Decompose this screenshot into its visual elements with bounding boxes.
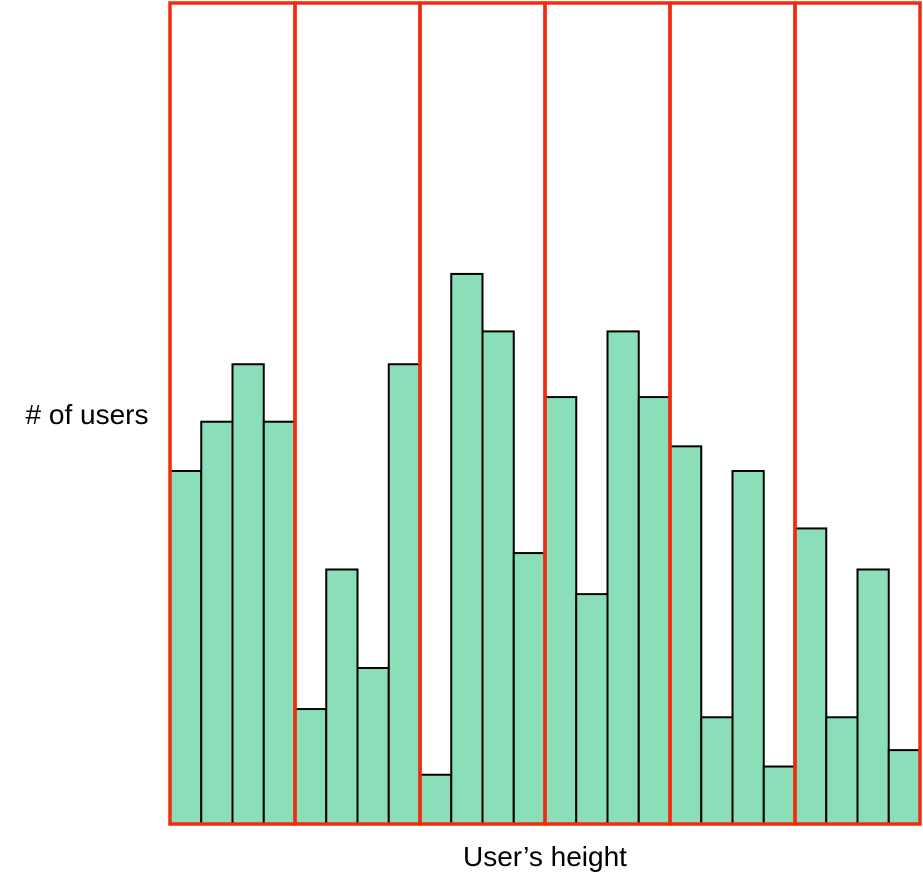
- histogram-bar: [575, 593, 609, 825]
- bars-group: [169, 272, 921, 826]
- histogram-bar: [544, 396, 578, 825]
- y-axis-label: # of users: [26, 399, 149, 430]
- histogram-bar: [231, 363, 265, 825]
- histogram-bar: [762, 765, 796, 826]
- x-axis-label: User’s height: [463, 841, 627, 872]
- histogram-bar: [887, 749, 921, 825]
- histogram-bar: [825, 716, 859, 826]
- histogram-bar: [387, 363, 421, 825]
- histogram-bar: [200, 420, 234, 825]
- histogram-bar: [637, 396, 671, 825]
- histogram-bar: [856, 568, 890, 825]
- histogram-bar: [512, 552, 546, 825]
- histogram-bar: [606, 330, 640, 825]
- bin-outline: [793, 1, 922, 826]
- histogram-bar: [481, 330, 515, 825]
- histogram-bar: [419, 773, 453, 825]
- histogram-bar: [325, 568, 359, 825]
- histogram-bar: [294, 708, 328, 825]
- histogram-bar: [731, 469, 765, 825]
- histogram-bar: [700, 716, 734, 826]
- bin-outlines-group: [168, 1, 922, 826]
- histogram-bar: [356, 667, 390, 826]
- histogram-bar: [262, 420, 296, 825]
- histogram-bar: [169, 469, 203, 825]
- histogram-bar: [794, 527, 828, 825]
- histogram-bar: [669, 445, 703, 825]
- histogram-bar: [450, 272, 484, 825]
